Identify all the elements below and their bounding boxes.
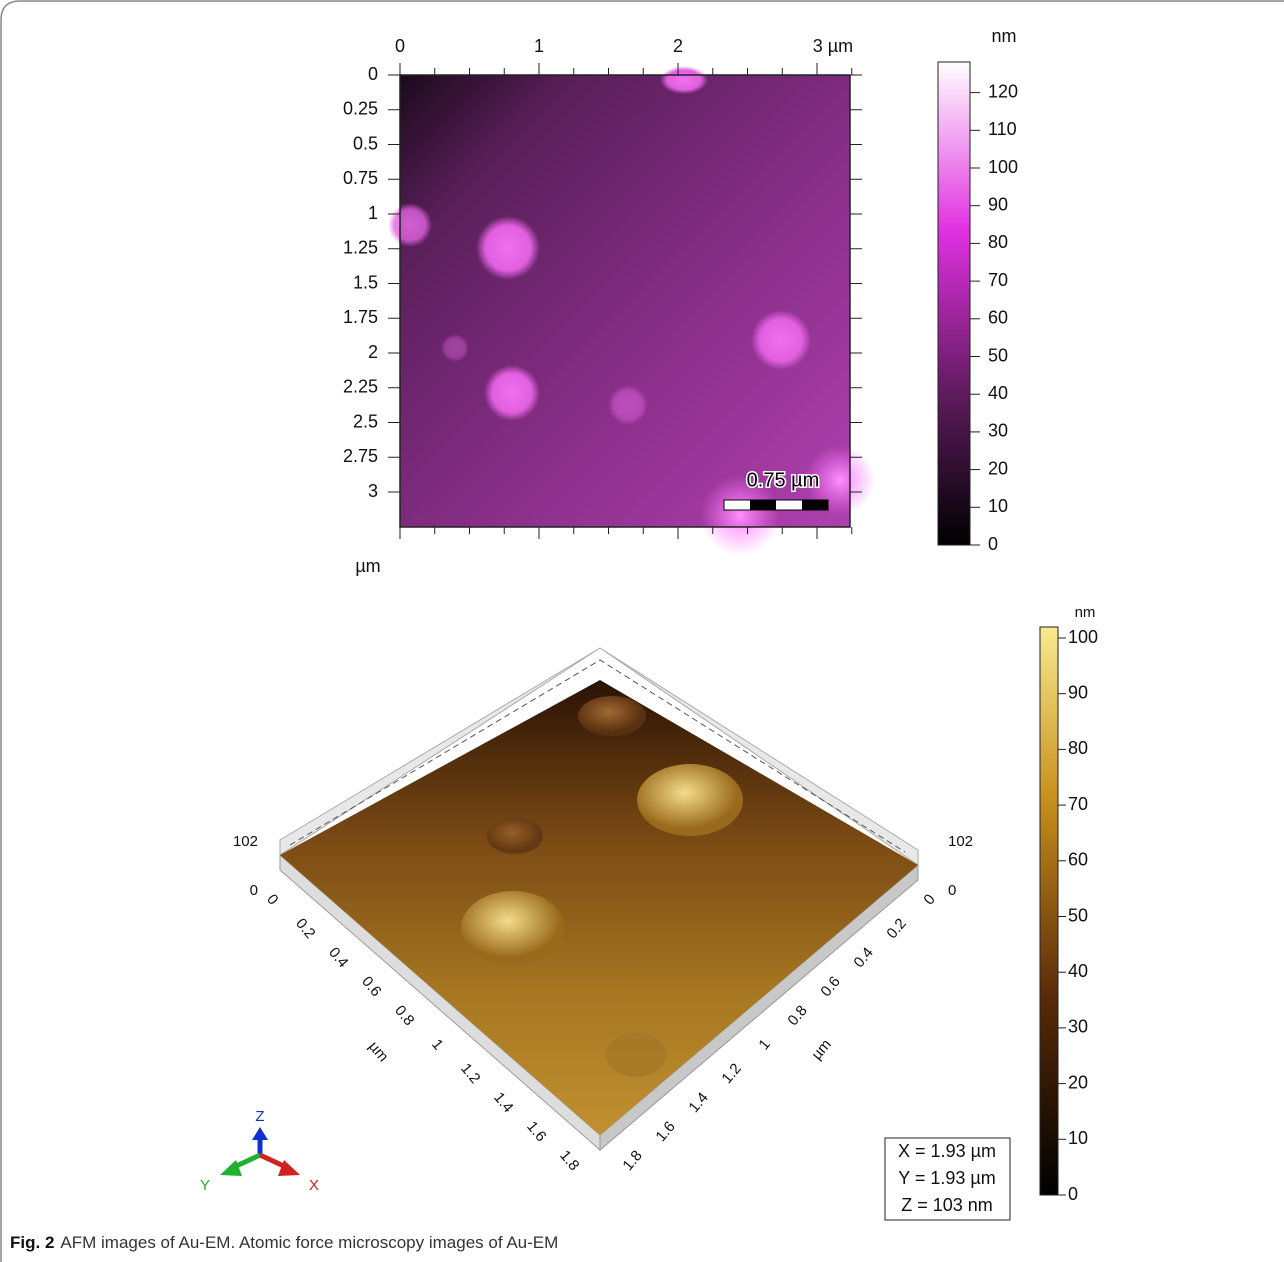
colorbar-tick-label: 30 — [1068, 1017, 1088, 1037]
scale-bar — [724, 500, 828, 510]
triad-label: Z — [255, 1108, 264, 1125]
caption-text: AFM images of Au-EM. Atomic force micros… — [60, 1233, 558, 1252]
colorbar-tick-label: 90 — [1068, 682, 1088, 702]
caption: Fig. 2 AFM images of Au-EM. Atomic force … — [10, 1233, 558, 1252]
y-tick-label: 1.8 — [619, 1147, 645, 1174]
y-tick-label: 2.5 — [353, 411, 378, 431]
x-tick-label: 0 — [263, 891, 281, 908]
x-tick-label: 1 — [534, 36, 544, 56]
y-tick-label: 0.4 — [850, 944, 876, 971]
afm-image — [400, 75, 850, 527]
colorbar-tick-label: 10 — [988, 496, 1008, 516]
y-tick-label: 2.25 — [343, 377, 378, 397]
colorbar-tick-label: 0 — [1068, 1184, 1078, 1204]
z-tick-label: 0 — [948, 882, 956, 899]
axis-unit: µm — [365, 1038, 392, 1065]
z-tick-label: 102 — [948, 833, 973, 850]
colorbar-tick-label: 40 — [1068, 961, 1088, 981]
colorbar-tick-label: 100 — [1068, 627, 1098, 647]
y-tick-label: 3 — [368, 481, 378, 501]
figure: 0.75 µm µm nm nm Fig. 2 AFM images of Au-… — [0, 0, 1284, 1262]
z-tick-label: 102 — [233, 833, 258, 850]
axis-unit: µm — [808, 1036, 835, 1063]
y-tick-label: 0 — [920, 891, 938, 908]
y-tick-label: 1.6 — [652, 1118, 678, 1145]
y-tick-label: 0.2 — [883, 915, 909, 942]
z-tick-label: 0 — [250, 882, 258, 899]
colorbar-tick-label: 100 — [988, 157, 1018, 177]
surface-3d — [280, 648, 918, 1150]
y-tick-label: 0.75 — [343, 168, 378, 188]
colorbar-unit: nm — [1075, 604, 1096, 621]
x-tick-label: 0.4 — [325, 944, 351, 971]
y-tick-label: 0.5 — [353, 133, 378, 153]
colorbar-tick-label: 70 — [988, 270, 1008, 290]
colorbar-tick-label: 30 — [988, 421, 1008, 441]
colorbar — [1040, 627, 1058, 1195]
y-tick-label: 2 — [368, 342, 378, 362]
colorbar-tick-label: 60 — [1068, 850, 1088, 870]
colorbar — [938, 62, 970, 545]
colorbar-tick-label: 80 — [1068, 738, 1088, 758]
x-tick-label: 1.4 — [490, 1089, 516, 1116]
triad-label: Y — [200, 1177, 210, 1194]
y-tick-label: 0.25 — [343, 99, 378, 119]
triad-label: X — [309, 1177, 319, 1194]
x-tick-label: 1.6 — [523, 1118, 549, 1145]
colorbar-tick-label: 50 — [1068, 905, 1088, 925]
colorbar-unit: nm — [991, 26, 1016, 46]
x-tick-label: 1.2 — [457, 1060, 483, 1087]
x-tick-label: 2 — [673, 36, 683, 56]
y-tick-label: 1 — [755, 1036, 773, 1053]
colorbar-tick-label: 70 — [1068, 794, 1088, 814]
y-tick-label: 1 — [368, 203, 378, 223]
colorbar-tick-label: 20 — [1068, 1072, 1088, 1092]
y-tick-label: 1.2 — [718, 1060, 744, 1087]
colorbar-tick-label: 10 — [1068, 1128, 1088, 1148]
x-tick-label: 0 — [395, 36, 405, 56]
colorbar-tick-label: 50 — [988, 345, 1008, 365]
y-tick-label: 0.8 — [784, 1002, 810, 1029]
y-tick-label: 1.5 — [353, 272, 378, 292]
x-tick-label: 0.8 — [391, 1002, 417, 1029]
x-tick-label: 0.6 — [358, 973, 384, 1000]
colorbar-tick-label: 110 — [988, 119, 1017, 139]
y-tick-label: 1.75 — [343, 307, 378, 327]
x-tick-label: 0.2 — [292, 915, 318, 942]
colorbar-tick-label: 0 — [988, 534, 998, 554]
colorbar-tick-label: 40 — [988, 383, 1008, 403]
x-tick-label: 3 µm — [813, 36, 853, 56]
x-tick-label: 1.8 — [556, 1147, 582, 1174]
colorbar-tick-label: 90 — [988, 194, 1008, 214]
info-line: Y = 1.93 µm — [898, 1168, 996, 1188]
y-tick-label: 2.75 — [343, 446, 378, 466]
info-line: X = 1.93 µm — [898, 1141, 996, 1161]
y-tick-label: 1.25 — [343, 238, 378, 258]
y-tick-label: 0 — [368, 64, 378, 84]
axis-triad — [220, 1127, 300, 1176]
colorbar-tick-label: 60 — [988, 308, 1008, 328]
colorbar-tick-label: 80 — [988, 232, 1008, 252]
scale-bar-label: 0.75 µm — [747, 469, 820, 491]
y-tick-label: 0.6 — [817, 973, 843, 1000]
info-line: Z = 103 nm — [901, 1195, 993, 1215]
y-unit: µm — [355, 556, 380, 576]
y-tick-label: 1.4 — [685, 1089, 711, 1116]
caption-label: Fig. 2 — [10, 1233, 54, 1252]
x-tick-label: 1 — [428, 1036, 446, 1053]
colorbar-tick-label: 20 — [988, 458, 1008, 478]
colorbar-tick-label: 120 — [988, 81, 1018, 101]
